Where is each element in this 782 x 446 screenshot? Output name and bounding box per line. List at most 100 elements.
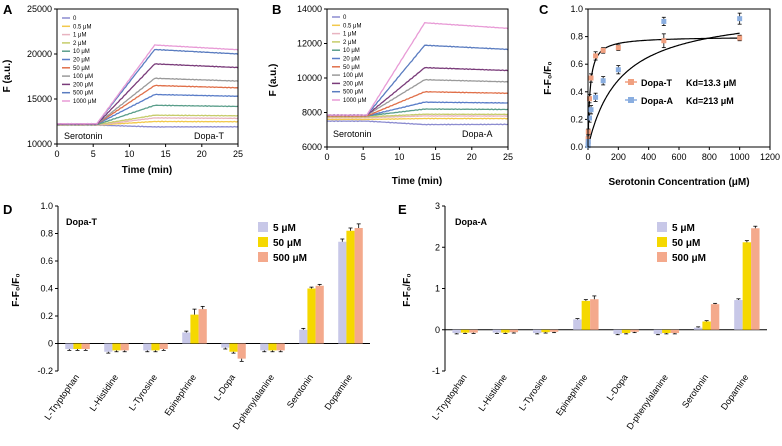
data-point	[587, 96, 593, 102]
series-line	[326, 90, 509, 117]
bar	[581, 300, 591, 330]
x-tick-label: 400	[641, 152, 656, 162]
y-axis-label: F-F₀/F₀	[11, 273, 22, 306]
y-tick-label: 0	[48, 339, 53, 349]
x-tick-label: 1000	[730, 152, 750, 162]
legend-label: 0.5 μM	[343, 23, 361, 29]
panel-letter: D	[3, 202, 12, 217]
category-label: L-Tyrosine	[517, 372, 549, 412]
x-axis-label: Time (min)	[392, 176, 442, 187]
panel-c: C 0 200 400 600 800 1000 1200 0.0 0.2 0.4 0.6 0.8 1.…	[539, 2, 780, 188]
legend-label: 500 μM	[73, 91, 93, 97]
y-tick-label: 0.4	[40, 284, 53, 294]
y-tick-label: -1	[432, 366, 440, 376]
y-axis-label: F (a.u.)	[268, 64, 279, 97]
legend-label: 5 μM	[672, 223, 695, 234]
bar	[151, 343, 160, 351]
series-line	[326, 113, 509, 118]
legend-swatch	[657, 237, 667, 247]
bar	[182, 332, 191, 344]
bar	[573, 319, 582, 330]
bar	[662, 329, 671, 334]
category-label: Serotonin	[680, 372, 710, 409]
data-point	[661, 18, 667, 24]
data-point	[593, 94, 599, 100]
category-label: L-Histidine	[476, 372, 509, 413]
fit-curve	[587, 32, 740, 148]
bar	[112, 343, 121, 351]
bar	[268, 343, 277, 351]
x-tick-label: 25	[503, 152, 513, 162]
x-tick-label: 20	[197, 149, 207, 159]
legend-label: 500 μM	[672, 253, 706, 264]
legend-label: 1 μM	[343, 32, 356, 38]
data-point	[600, 47, 606, 53]
panel-letter: B	[272, 2, 281, 17]
bar	[653, 329, 663, 334]
y-tick-label: -0.2	[37, 366, 53, 376]
bar	[492, 329, 502, 333]
legend-label: 50 μM	[343, 65, 360, 71]
legend-label: 50 μM	[672, 238, 700, 249]
bar	[159, 343, 168, 349]
y-tick-label: 2	[435, 242, 440, 252]
y-axis-label: F-F₀/F₀	[402, 273, 413, 306]
y-tick-label: 10000	[27, 139, 52, 149]
y-tick-label: 3	[435, 201, 440, 211]
bar	[229, 343, 238, 352]
annotation-serotonin: Serotonin	[333, 129, 372, 139]
panel-title: Dopa-T	[66, 217, 97, 227]
category-label: Epinephrine	[162, 372, 198, 417]
bar	[299, 329, 308, 344]
panel-letter: A	[3, 2, 13, 17]
bar	[549, 329, 559, 332]
y-axis-label: F (a.u.)	[2, 60, 13, 93]
bar	[670, 329, 680, 334]
bar	[460, 329, 470, 333]
panel-title: Dopa-A	[455, 217, 487, 227]
legend-label: 0.5 μM	[73, 24, 91, 30]
x-tick-label: 25	[233, 149, 243, 159]
x-tick-label: 15	[161, 149, 171, 159]
annotation-sensor: Dopa-A	[462, 129, 493, 139]
legend-marker	[628, 97, 634, 103]
category-label: D-phenylalanine	[625, 372, 671, 431]
legend-label: 100 μM	[343, 73, 363, 79]
bar	[143, 343, 152, 351]
x-tick-label: 600	[671, 152, 686, 162]
x-tick-label: 5	[361, 152, 366, 162]
legend-label: 2 μM	[73, 41, 86, 47]
legend-label: 1000 μM	[343, 98, 366, 104]
y-tick-label: 14000	[297, 4, 322, 14]
plot-frame	[326, 8, 509, 148]
x-axis-label: Serotonin Concentration (μM)	[608, 177, 749, 188]
category-label: L-Histidine	[88, 372, 121, 413]
x-tick-label: 0	[54, 149, 59, 159]
legend-label: 0	[73, 16, 77, 22]
category-label: L-Dopa	[605, 372, 630, 402]
data-point	[737, 35, 743, 41]
annotation-sensor: Dopa-T	[194, 131, 225, 141]
bar	[751, 228, 760, 330]
bar	[65, 343, 74, 349]
legend-label: 1000 μM	[73, 99, 96, 105]
bar	[338, 241, 347, 344]
bar	[276, 343, 285, 351]
bar	[354, 228, 363, 344]
x-tick-label: 200	[611, 152, 626, 162]
y-tick-label: 15000	[27, 94, 52, 104]
legend-label: 0	[343, 15, 347, 21]
legend-swatch	[258, 237, 268, 247]
panel-b: B 0 5 10 15 20 25 6000 8000 10000 12000 14000 0 0.5 …	[268, 2, 513, 187]
legend-label: 5 μM	[273, 223, 296, 234]
y-tick-label: 0.2	[40, 311, 53, 321]
category-label: L-Tyrosine	[127, 372, 159, 412]
y-tick-label: 0	[435, 325, 440, 335]
bar	[630, 329, 639, 332]
bar	[315, 285, 324, 344]
y-tick-label: 0.2	[570, 114, 583, 124]
data-point	[615, 67, 621, 73]
y-tick-label: 8000	[302, 108, 322, 118]
legend-kd: Kd=213 μM	[686, 96, 734, 106]
